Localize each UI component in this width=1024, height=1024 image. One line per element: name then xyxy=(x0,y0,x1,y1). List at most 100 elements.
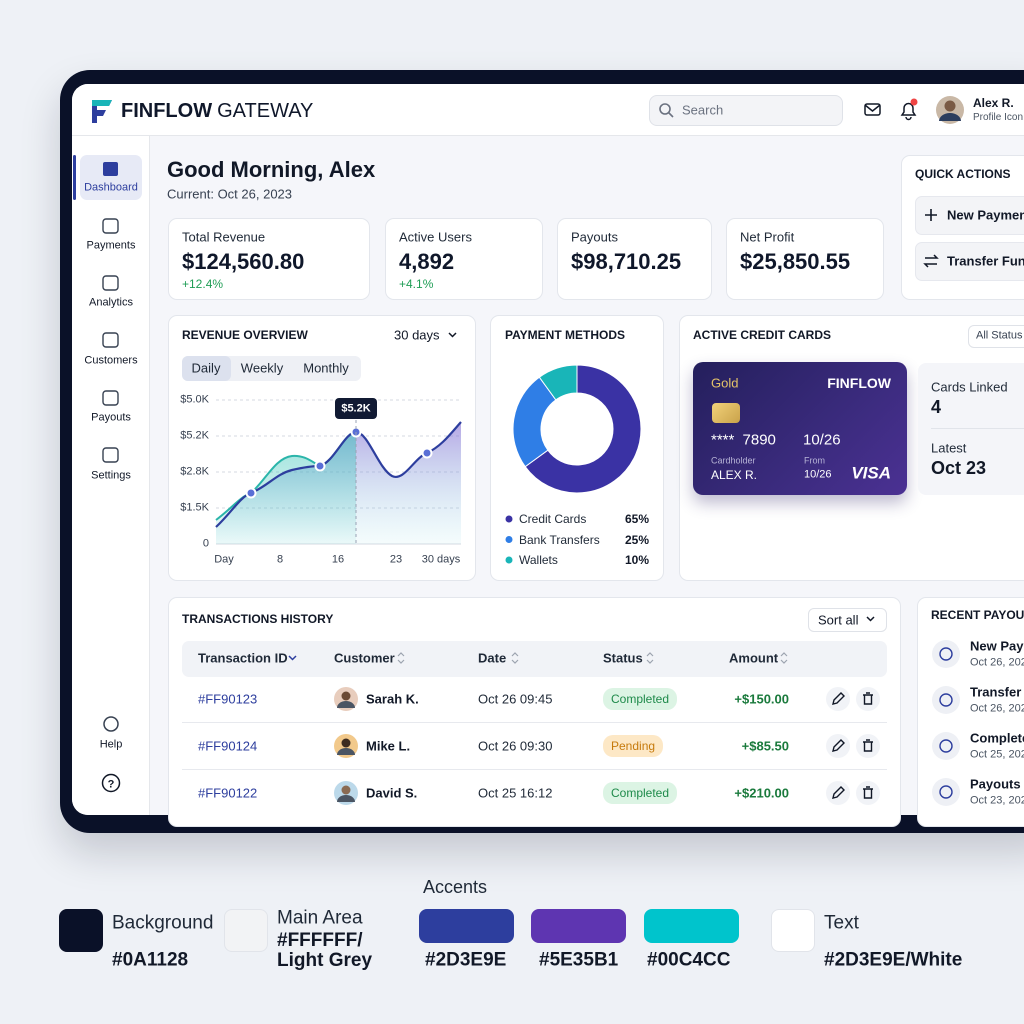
sort-icon xyxy=(397,652,405,664)
swatch-name: Main Area xyxy=(277,907,363,929)
sort-label[interactable]: Sort all xyxy=(818,612,859,628)
payout-icon-inner xyxy=(939,693,953,707)
x-label: 30 days xyxy=(421,553,461,566)
filter-label[interactable]: All Status xyxy=(976,329,1023,342)
logo-accent xyxy=(92,100,112,106)
nav-label[interactable]: Analytics xyxy=(88,296,134,309)
date: Oct 26 09:45 xyxy=(478,691,553,707)
range-select[interactable]: 30 days xyxy=(394,327,440,343)
nav-label[interactable]: Help xyxy=(99,738,123,751)
area-teal xyxy=(216,432,356,544)
tab[interactable]: Weekly xyxy=(240,360,284,376)
status-badge: Completed xyxy=(603,782,678,804)
search-box[interactable] xyxy=(649,95,843,126)
user-subtitle: Profile Icon xyxy=(973,112,1024,123)
nav-icon xyxy=(102,275,119,291)
question-mark: ? xyxy=(108,779,115,791)
search-placeholder: Search xyxy=(682,102,724,118)
notification-dot xyxy=(910,98,918,106)
edit-icon xyxy=(832,739,845,752)
action-label[interactable]: New Payment xyxy=(947,207,1024,223)
stat-label: Total Revenue xyxy=(182,229,266,245)
card-holder: ALEX R. xyxy=(711,468,758,482)
swatch-code: #2D3E9E xyxy=(425,949,507,971)
payout-name: Completed xyxy=(970,730,1024,746)
section-title: QUICK ACTIONS xyxy=(915,167,1011,181)
delete-icon xyxy=(863,739,873,752)
card-tier: Gold xyxy=(711,375,739,391)
stat-value: 4,892 xyxy=(399,249,455,274)
card-chip xyxy=(712,403,740,423)
nav-icon xyxy=(102,447,119,463)
customer: Mike L. xyxy=(366,738,411,754)
column-header[interactable]: Date xyxy=(478,650,507,666)
value-label: 25% xyxy=(624,532,649,547)
tab[interactable]: Monthly xyxy=(303,360,349,376)
row-divider xyxy=(182,722,887,723)
column-header[interactable]: Status xyxy=(603,650,643,666)
x-label: 16 xyxy=(331,553,345,566)
stat-value: $124,560.80 xyxy=(182,249,305,274)
nav-label[interactable]: Settings xyxy=(91,469,131,482)
color-swatch xyxy=(419,909,514,943)
delete-icon xyxy=(863,786,873,799)
nav-label[interactable]: Payments xyxy=(86,239,136,252)
nav-label[interactable]: Dashboard xyxy=(84,181,138,194)
payout-icon-inner xyxy=(939,739,953,753)
greeting: Good Morning, Alex xyxy=(167,157,376,182)
y-label: $1.5K xyxy=(180,501,209,514)
status-badge: Pending xyxy=(603,735,664,757)
chevron xyxy=(448,332,457,338)
payout-icon xyxy=(932,778,960,806)
action-icon-bg xyxy=(856,687,880,711)
payout-date: Oct 23, 2023 xyxy=(970,794,1024,807)
stat-card xyxy=(168,218,370,300)
section-title: ACTIVE CREDIT CARDS xyxy=(693,328,832,342)
point xyxy=(314,460,326,472)
x-label: 23 xyxy=(389,553,403,566)
column-header[interactable]: Transaction ID xyxy=(198,650,288,666)
date: Oct 26 09:30 xyxy=(478,738,553,754)
stat-card xyxy=(726,218,884,300)
active-indicator xyxy=(73,155,76,200)
action-button[interactable] xyxy=(915,242,1024,281)
info-label: Cards Linked xyxy=(931,379,1008,395)
payout-name: New Payment xyxy=(970,638,1024,654)
color-swatch xyxy=(59,909,103,952)
tab-active[interactable] xyxy=(182,356,231,381)
transaction-id: #FF90123 xyxy=(198,691,258,707)
color-swatch xyxy=(644,909,739,943)
avatar-head xyxy=(341,785,351,795)
action-label[interactable]: Transfer Funds xyxy=(947,253,1024,269)
swatch-code: #2D3E9E/White xyxy=(824,949,963,971)
row-divider xyxy=(182,769,887,770)
column-header[interactable]: Customer xyxy=(334,650,395,666)
filter[interactable] xyxy=(968,325,1024,348)
search-icon xyxy=(659,103,671,115)
swatch-code: #00C4CC xyxy=(647,949,731,971)
customer: David S. xyxy=(366,785,418,801)
tab[interactable]: Daily xyxy=(191,360,221,376)
card-network: VISA xyxy=(851,463,891,483)
stat-label: Payouts xyxy=(571,229,618,245)
amount: +$210.00 xyxy=(734,785,789,801)
point xyxy=(421,447,433,459)
nav-label[interactable]: Payouts xyxy=(91,411,131,424)
color-swatch xyxy=(531,909,626,943)
legend-dot xyxy=(505,556,513,564)
stat-change: +4.1% xyxy=(399,277,434,291)
column-header[interactable]: Amount xyxy=(729,650,779,666)
stat-card xyxy=(385,218,543,300)
card-caption: Cardholder xyxy=(711,455,756,466)
nav-icon xyxy=(102,332,119,348)
legend-label: Credit Cards xyxy=(519,512,587,526)
nav-label[interactable]: Customers xyxy=(84,354,138,367)
sort-button[interactable] xyxy=(808,608,887,632)
avatar-body xyxy=(337,701,355,708)
donut-segment xyxy=(524,364,642,494)
transfer-icon xyxy=(923,254,939,268)
sort-icon xyxy=(288,655,297,661)
stat-card xyxy=(557,218,712,300)
avatar-body xyxy=(337,748,355,755)
